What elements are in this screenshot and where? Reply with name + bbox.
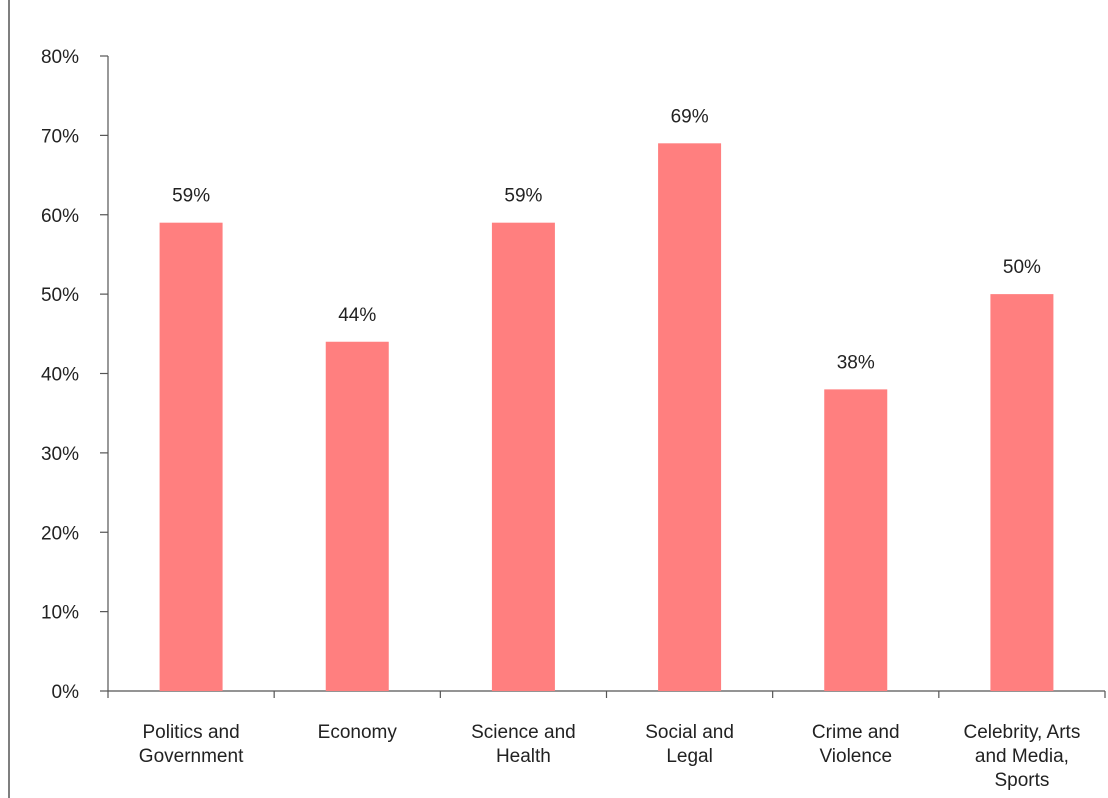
y-tick-label: 60% (41, 206, 79, 227)
bar (159, 222, 223, 691)
category-labels-group: Politics and Government Economy Science and… (139, 722, 1081, 791)
bar (824, 389, 888, 691)
data-label: 50% (1003, 257, 1041, 278)
y-tick-label: 50% (41, 285, 79, 306)
bar (658, 143, 722, 691)
category-label: Social and (645, 722, 734, 743)
y-tick-label: 0% (52, 682, 80, 703)
y-tick-label: 40% (41, 365, 79, 386)
y-tick-label: 20% (41, 523, 79, 544)
bar (491, 222, 555, 691)
y-tick-label: 70% (41, 126, 79, 147)
data-label: 44% (338, 305, 376, 326)
data-label: 38% (837, 352, 875, 373)
category-label: Science and (471, 722, 576, 743)
bar (990, 294, 1054, 691)
category-label: Sports (994, 770, 1049, 791)
data-labels-group: 59% 44% 59% 69% 38% 50% (172, 106, 1041, 373)
category-label: Health (496, 746, 551, 767)
data-label: 59% (172, 186, 210, 207)
y-tick-label: 10% (41, 603, 79, 624)
data-label: 59% (504, 186, 542, 207)
category-label: Government (139, 746, 244, 767)
bars-group (159, 143, 1054, 691)
category-label: Economy (318, 722, 398, 743)
bar (325, 341, 389, 691)
category-label: Legal (666, 746, 713, 767)
category-label: Politics and (142, 722, 239, 743)
data-label: 69% (671, 106, 709, 127)
x-axis (107, 690, 1106, 698)
y-tick-label: 80% (41, 47, 79, 68)
y-axis: 0% 10% 20% 30% 40% 50% 60% 70% 80% (41, 47, 109, 703)
category-label: Violence (819, 746, 892, 767)
category-label: Crime and (812, 722, 900, 743)
category-label: and Media, (975, 746, 1069, 767)
category-label: Celebrity, Arts (963, 722, 1080, 743)
y-tick-label: 30% (41, 444, 79, 465)
